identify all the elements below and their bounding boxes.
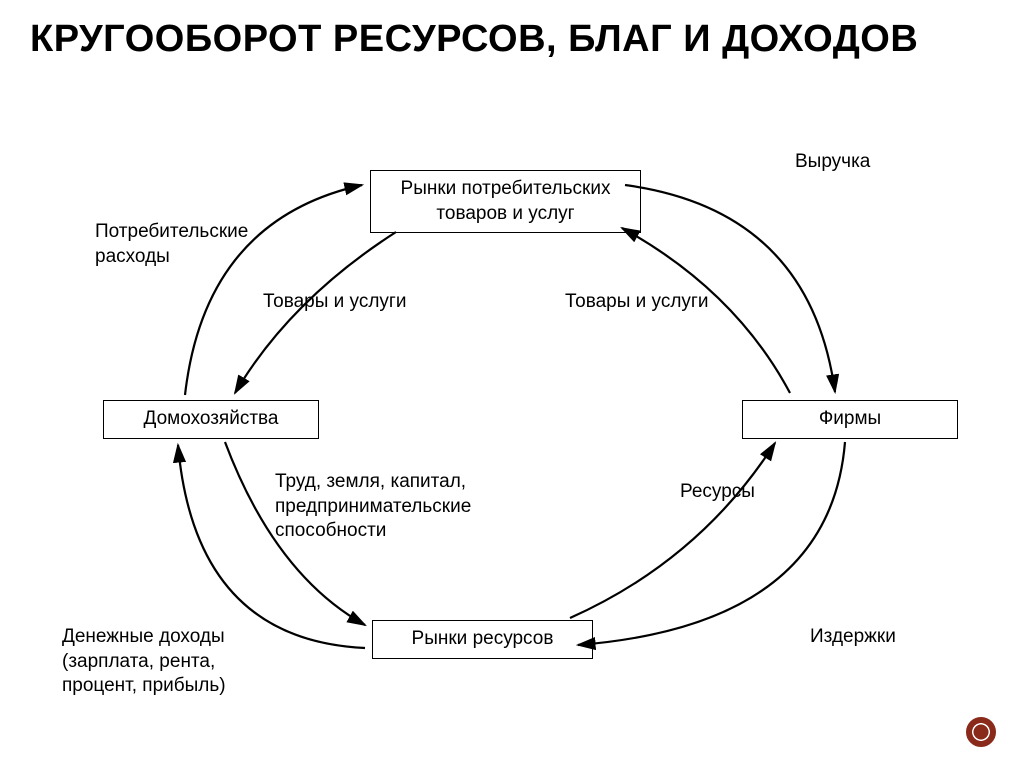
node-left-households: Домохозяйства <box>103 400 319 439</box>
slide-decor-icon <box>966 717 996 747</box>
label-revenue: Выручка <box>795 150 870 175</box>
node-label: Рынки ресурсов <box>412 628 554 649</box>
node-label: Фирмы <box>819 408 881 429</box>
label-goods-left: Товары и услуги <box>263 290 406 315</box>
node-label: Рынки потребительскихтоваров и услуг <box>401 178 611 224</box>
node-label: Домохозяйства <box>144 408 279 429</box>
page-title: КРУГООБОРОТ РЕСУРСОВ, БЛАГ И ДОХОДОВ <box>30 18 918 62</box>
node-bottom-resource-market: Рынки ресурсов <box>372 620 593 659</box>
node-right-firms: Фирмы <box>742 400 958 439</box>
label-factors: Труд, земля, капитал,предпринимательские… <box>275 470 471 544</box>
label-goods-right: Товары и услуги <box>565 290 708 315</box>
label-consumer-spending: Потребительскиерасходы <box>95 220 248 269</box>
label-costs: Издержки <box>810 625 896 650</box>
label-resources: Ресурсы <box>680 480 755 505</box>
label-income: Денежные доходы(зарплата, рента,процент,… <box>62 625 226 699</box>
node-top-market-goods: Рынки потребительскихтоваров и услуг <box>370 170 641 233</box>
